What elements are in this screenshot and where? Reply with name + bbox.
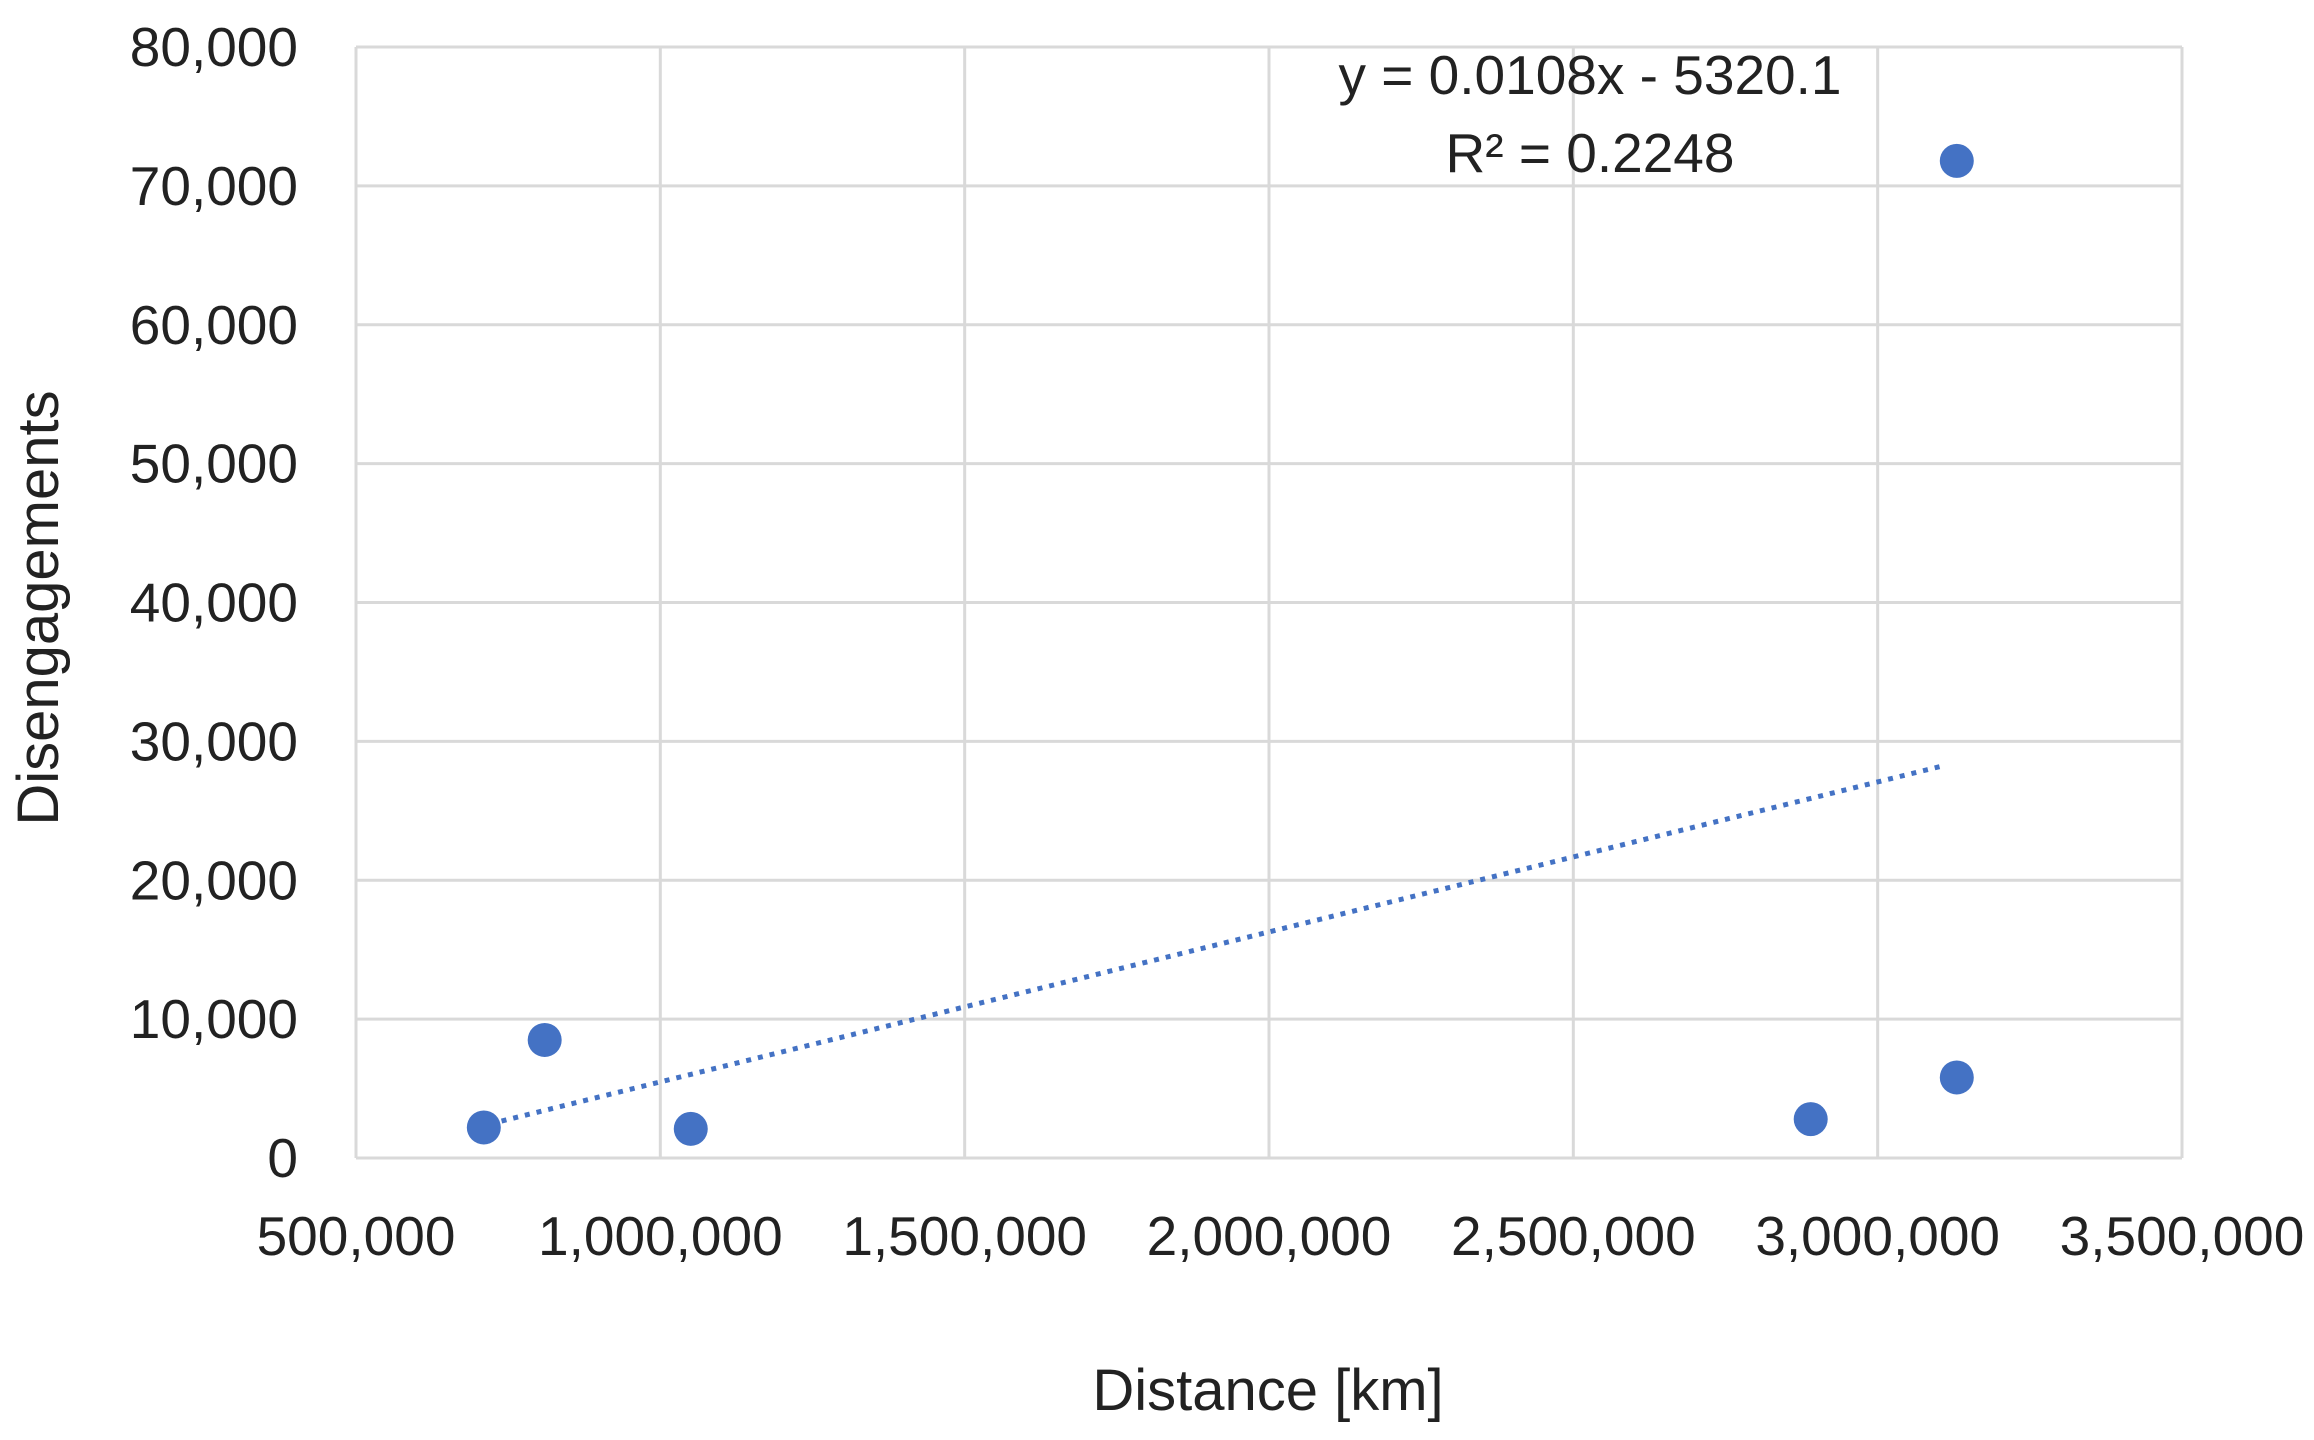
y-tick-label: 70,000 (130, 155, 298, 217)
x-tick-label: 2,500,000 (1451, 1205, 1696, 1267)
x-tick-label: 3,500,000 (2060, 1205, 2305, 1267)
trendline-r-squared: R² = 0.2248 (1446, 122, 1735, 184)
data-points (466, 143, 1974, 1146)
x-tick-label: 1,000,000 (538, 1205, 783, 1267)
x-tick-label: 3,000,000 (1755, 1205, 2000, 1267)
y-tick-label: 10,000 (130, 988, 298, 1050)
gridlines (354, 45, 2184, 1160)
y-tick-label: 80,000 (130, 16, 298, 78)
data-point (466, 1110, 501, 1145)
data-point (1793, 1102, 1828, 1137)
trendline-group (489, 763, 1946, 1127)
trendline (489, 763, 1946, 1127)
x-axis-ticks: 500,000 1,000,000 1,500,000 2,000,000 2,500,… (257, 1205, 2305, 1267)
x-tick-label: 500,000 (257, 1205, 456, 1267)
y-tick-label: 0 (267, 1127, 298, 1189)
y-tick-label: 60,000 (130, 294, 298, 356)
y-tick-label: 50,000 (130, 433, 298, 495)
y-axis-ticks: 0 10,000 20,000 30,000 40,000 50,000 60,000 70,… (130, 16, 298, 1189)
data-point (1939, 1060, 1974, 1095)
data-point (527, 1022, 562, 1057)
y-axis-title: Disengagements (6, 390, 71, 825)
x-axis-title: Distance [km] (1092, 1358, 1443, 1423)
y-tick-label: 30,000 (130, 710, 298, 772)
y-tick-label: 20,000 (130, 849, 298, 911)
trendline-equation: y = 0.0108x - 5320.1 (1338, 44, 1841, 106)
data-point (1939, 143, 1974, 178)
y-tick-label: 40,000 (130, 572, 298, 634)
x-tick-label: 1,500,000 (842, 1205, 1087, 1267)
x-tick-label: 2,000,000 (1147, 1205, 1392, 1267)
data-point (673, 1111, 708, 1146)
